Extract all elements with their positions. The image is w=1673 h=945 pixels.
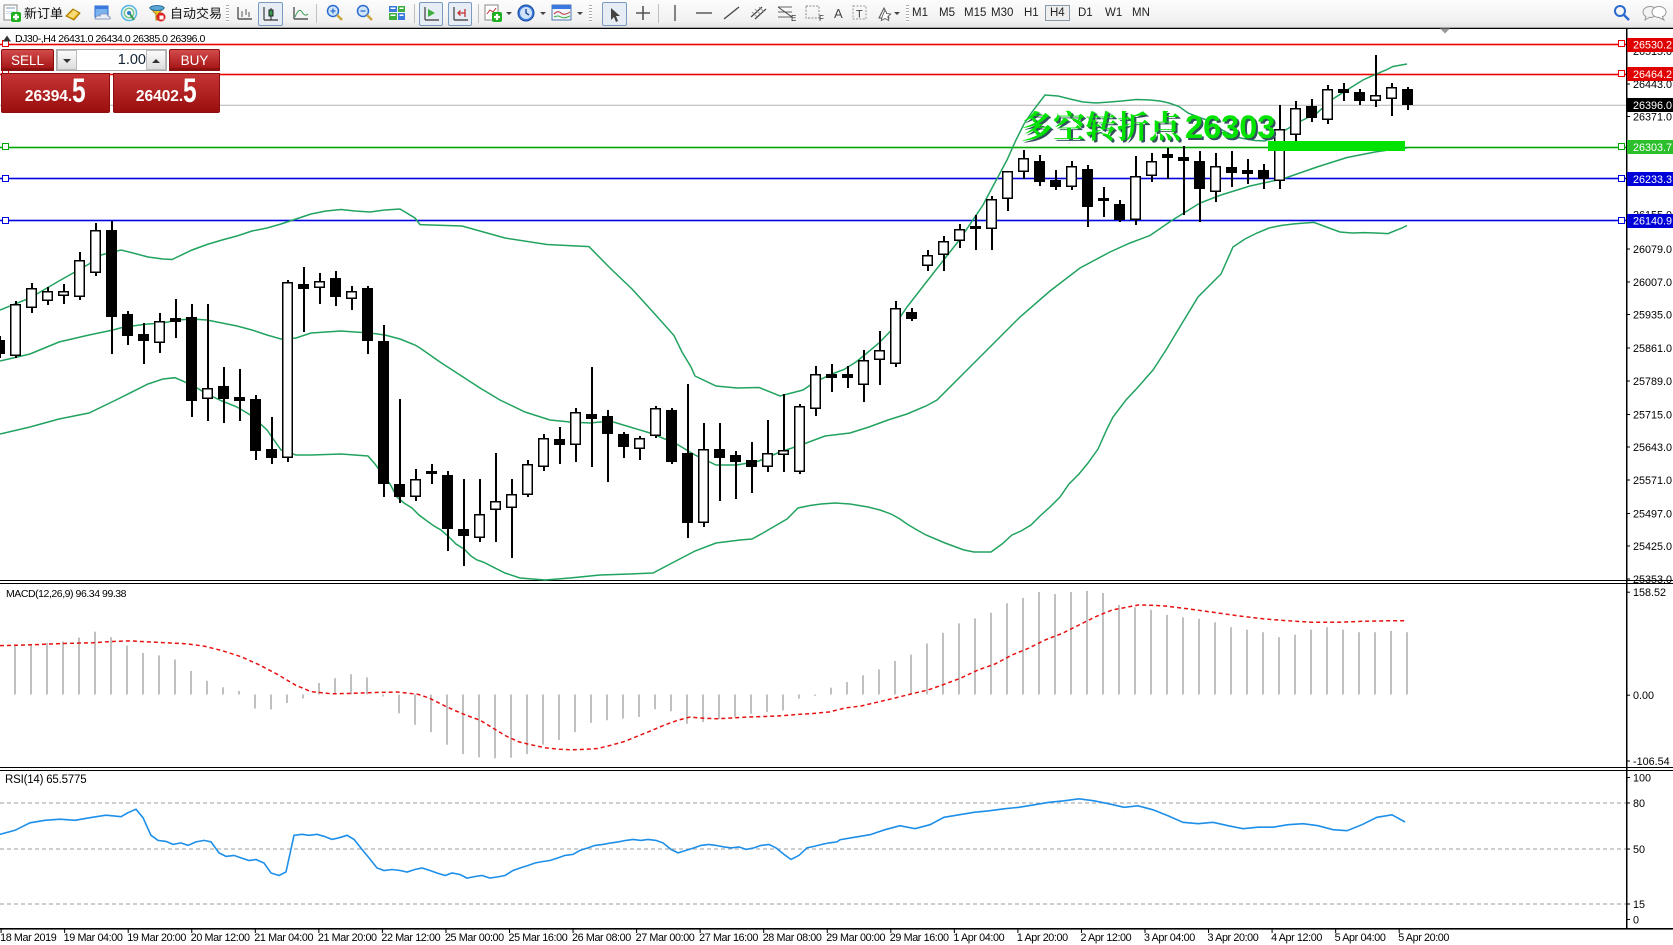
svg-text:F: F <box>819 14 824 22</box>
svg-text:2 Apr 12:00: 2 Apr 12:00 <box>1080 932 1131 944</box>
svg-text:19 Mar 04:00: 19 Mar 04:00 <box>64 932 123 944</box>
svg-text:26443.0: 26443.0 <box>1633 79 1672 91</box>
svg-text:25497.0: 25497.0 <box>1633 508 1672 520</box>
svg-text:5 Apr 04:00: 5 Apr 04:00 <box>1335 932 1386 944</box>
svg-text:3 Apr 04:00: 3 Apr 04:00 <box>1144 932 1195 944</box>
svg-text:158.52: 158.52 <box>1633 587 1666 599</box>
svg-text:26007.0: 26007.0 <box>1633 277 1672 289</box>
svg-text:25715.0: 25715.0 <box>1633 409 1672 421</box>
svg-text:21 Mar 20:00: 21 Mar 20:00 <box>318 932 377 944</box>
svg-text:26396.0: 26396.0 <box>1633 100 1672 112</box>
svg-text:3 Apr 20:00: 3 Apr 20:00 <box>1208 932 1259 944</box>
svg-text:25353.0: 25353.0 <box>1633 574 1672 586</box>
svg-text:20 Mar 12:00: 20 Mar 12:00 <box>191 932 250 944</box>
svg-text:0.00: 0.00 <box>1633 690 1654 702</box>
svg-text:1 Apr 04:00: 1 Apr 04:00 <box>953 932 1004 944</box>
svg-text:26303: 26303 <box>1185 109 1275 145</box>
svg-text:80: 80 <box>1633 798 1645 810</box>
svg-text:26233.3: 26233.3 <box>1633 174 1672 186</box>
svg-text:RSI(14) 65.5775: RSI(14) 65.5775 <box>5 774 86 786</box>
svg-text:28 Mar 08:00: 28 Mar 08:00 <box>763 932 822 944</box>
svg-text:26371.0: 26371.0 <box>1633 111 1672 123</box>
svg-text:26530.2: 26530.2 <box>1633 39 1672 51</box>
svg-text:100: 100 <box>1633 772 1651 784</box>
svg-text:T: T <box>856 9 863 21</box>
svg-text:25789.0: 25789.0 <box>1633 376 1672 388</box>
svg-text:26303.7: 26303.7 <box>1633 142 1672 154</box>
svg-text:29 Mar 16:00: 29 Mar 16:00 <box>890 932 949 944</box>
svg-text:MACD(12,26,9) 96.34 99.38: MACD(12,26,9) 96.34 99.38 <box>6 588 127 600</box>
svg-text:27 Mar 16:00: 27 Mar 16:00 <box>699 932 758 944</box>
svg-text:4 Apr 12:00: 4 Apr 12:00 <box>1271 932 1322 944</box>
svg-text:DJ30-,H4 26431.0 26434.0 2638: DJ30-,H4 26431.0 26434.0 26385.0 26396.0 <box>15 33 205 45</box>
svg-text:25571.0: 25571.0 <box>1633 475 1672 487</box>
svg-text:25 Mar 00:00: 25 Mar 00:00 <box>445 932 504 944</box>
svg-text:27 Mar 00:00: 27 Mar 00:00 <box>636 932 695 944</box>
svg-text:26 Mar 08:00: 26 Mar 08:00 <box>572 932 631 944</box>
svg-text:26464.2: 26464.2 <box>1633 69 1672 81</box>
svg-text:E: E <box>791 14 796 22</box>
svg-text:21 Mar 04:00: 21 Mar 04:00 <box>254 932 313 944</box>
svg-text:1 Apr 20:00: 1 Apr 20:00 <box>1017 932 1068 944</box>
svg-text:25861.0: 25861.0 <box>1633 343 1672 355</box>
svg-text:25 Mar 16:00: 25 Mar 16:00 <box>509 932 568 944</box>
svg-text:5 Apr 20:00: 5 Apr 20:00 <box>1398 932 1449 944</box>
svg-text:15: 15 <box>1633 899 1645 911</box>
svg-text:-106.54: -106.54 <box>1633 756 1670 768</box>
svg-text:26140.9: 26140.9 <box>1633 216 1672 228</box>
svg-text:A: A <box>834 6 843 21</box>
svg-text:26079.0: 26079.0 <box>1633 244 1672 256</box>
svg-text:22 Mar 12:00: 22 Mar 12:00 <box>381 932 440 944</box>
svg-text:26303: 26303 <box>1187 111 1277 147</box>
svg-text:25935.0: 25935.0 <box>1633 309 1672 321</box>
svg-text:29 Mar 00:00: 29 Mar 00:00 <box>826 932 885 944</box>
svg-text:50: 50 <box>1633 844 1645 856</box>
svg-text:25643.0: 25643.0 <box>1633 442 1672 454</box>
svg-text:19 Mar 20:00: 19 Mar 20:00 <box>127 932 186 944</box>
svg-text:18 Mar 2019: 18 Mar 2019 <box>0 932 57 944</box>
svg-text:25425.0: 25425.0 <box>1633 541 1672 553</box>
svg-text:0: 0 <box>1633 914 1639 926</box>
